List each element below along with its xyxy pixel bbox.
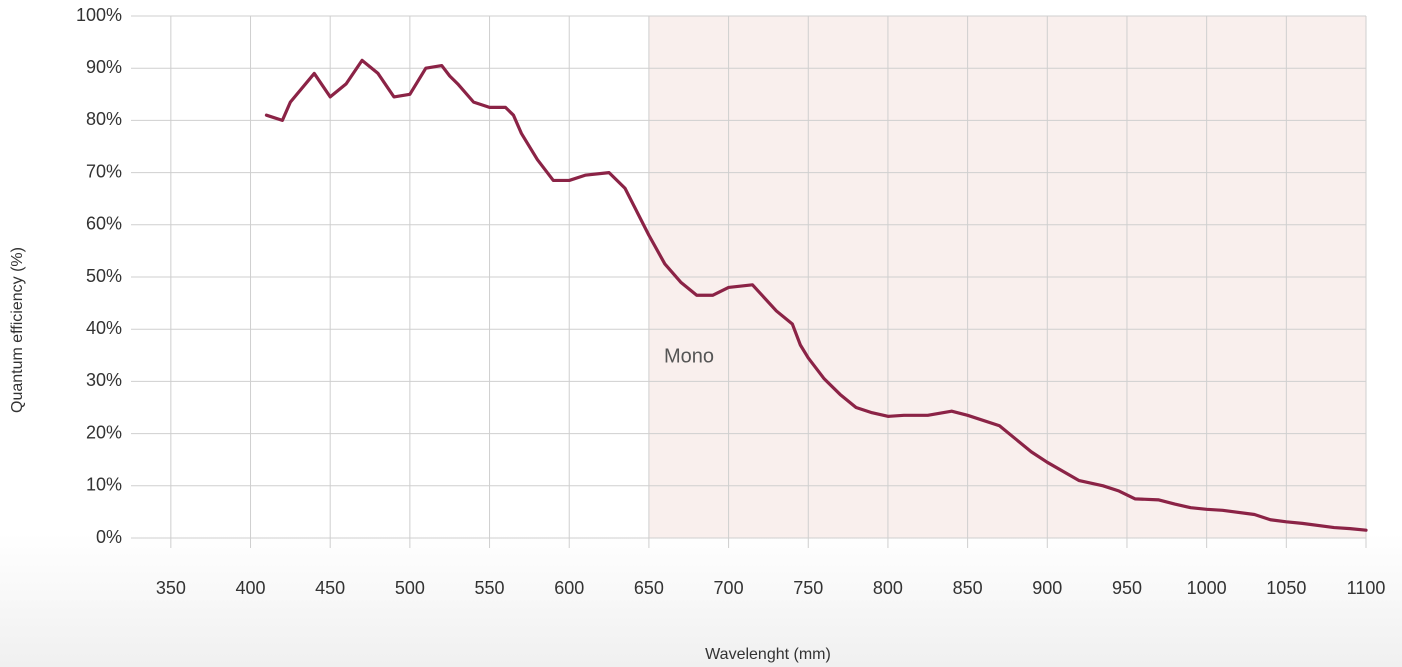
- y-tick-label: 60%: [86, 214, 122, 234]
- x-tick-label: 700: [714, 578, 744, 598]
- x-axis-label: Wavelenght (mm): [705, 646, 831, 663]
- x-tick-label: 400: [235, 578, 265, 598]
- annotation: Mono: [664, 345, 714, 367]
- x-tick-label: 800: [873, 578, 903, 598]
- y-tick-label: 80%: [86, 109, 122, 129]
- x-tick-label: 550: [475, 578, 505, 598]
- x-tick-label: 850: [953, 578, 983, 598]
- y-tick-label: 0%: [96, 527, 122, 547]
- x-tick-label: 1100: [1347, 578, 1386, 598]
- x-tick-label: 650: [634, 578, 664, 598]
- y-tick-label: 10%: [86, 475, 122, 495]
- y-tick-label: 30%: [86, 370, 122, 390]
- y-tick-label: 50%: [86, 266, 122, 286]
- y-tick-label: 100%: [76, 5, 122, 25]
- y-tick-label: 70%: [86, 161, 122, 181]
- x-tick-label: 1000: [1187, 578, 1227, 598]
- x-tick-label: 450: [315, 578, 345, 598]
- y-tick-label: 90%: [86, 57, 122, 77]
- x-tick-label: 750: [793, 578, 823, 598]
- x-tick-label: 500: [395, 578, 425, 598]
- x-tick-label: 350: [156, 578, 186, 598]
- x-tick-label: 950: [1112, 578, 1142, 598]
- x-tick-label: 1050: [1266, 578, 1306, 598]
- y-tick-label: 40%: [86, 318, 122, 338]
- y-tick-label: 20%: [86, 422, 122, 442]
- data-line: [264, 58, 1368, 532]
- y-axis-label: Quantum efficiency (%): [9, 247, 26, 413]
- x-tick-label: 600: [554, 578, 584, 598]
- x-tick-label: 900: [1032, 578, 1062, 598]
